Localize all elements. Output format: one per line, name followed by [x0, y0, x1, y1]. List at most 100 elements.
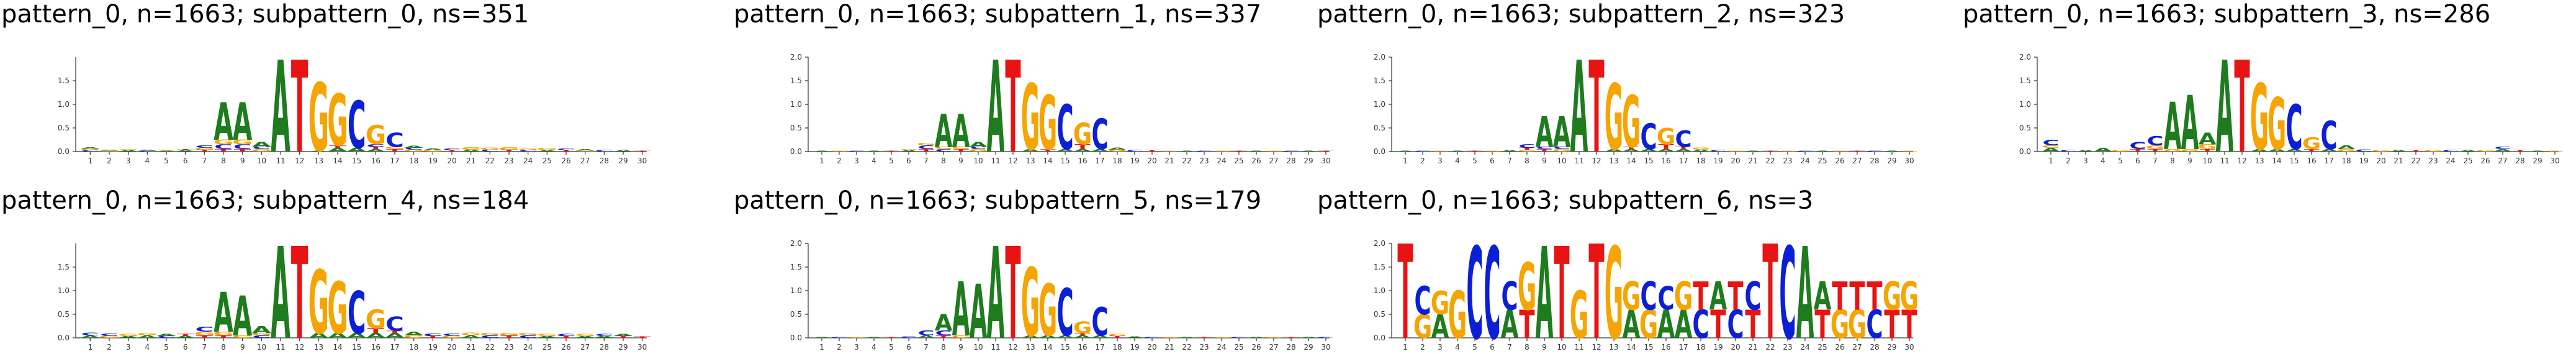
- x-tick-label: 2: [1420, 157, 1425, 165]
- logo-letter-T: T: [1658, 143, 1674, 151]
- logo-letter-T: T: [1536, 148, 1552, 152]
- logo-letter-A: A: [1074, 148, 1092, 152]
- y-tick-label: 0.5: [790, 124, 802, 132]
- x-tick-label: 14: [1043, 343, 1052, 352]
- x-tick-label: 3: [854, 157, 859, 165]
- logo-letter-T: T: [1727, 274, 1743, 319]
- x-tick-label: 5: [1472, 343, 1477, 352]
- logo-letter-G: G: [899, 149, 918, 150]
- x-tick-label: 11: [1574, 343, 1583, 352]
- logo-letter-C: C: [1056, 276, 1073, 351]
- logo-letter-G: G: [1038, 270, 1057, 353]
- x-tick-label: 29: [618, 343, 628, 352]
- x-tick-label: 24: [523, 343, 533, 352]
- logo-letter-A: A: [366, 332, 386, 339]
- logo-letter-T: T: [557, 335, 575, 338]
- x-tick-label: 5: [164, 157, 169, 165]
- logo-letter-G: G: [1108, 334, 1127, 337]
- logo-letter-T: T: [918, 148, 934, 152]
- logo-letter-G: G: [137, 332, 158, 336]
- logo-letter-A: A: [1657, 302, 1675, 348]
- logo-letter-G: G: [1413, 308, 1432, 346]
- logo-letter-C: C: [214, 143, 233, 151]
- logo-letter-C: C: [557, 148, 575, 151]
- logo-letter-A: A: [2251, 148, 2269, 152]
- logo-letter-T: T: [1588, 219, 1604, 354]
- x-tick-label: 5: [889, 343, 894, 352]
- x-tick-label: 7: [2153, 157, 2158, 165]
- x-tick-label: 7: [1507, 157, 1512, 165]
- logo-letter-A: A: [1248, 337, 1266, 338]
- x-tick-label: 7: [924, 343, 929, 352]
- logo-letter-G: G: [1883, 274, 1901, 319]
- x-tick-label: 4: [145, 157, 150, 165]
- x-tick-label: 27: [1852, 157, 1862, 165]
- logo-letter-G: G: [1264, 150, 1283, 152]
- logo-letter-G: G: [480, 147, 500, 150]
- x-tick-label: 8: [1524, 157, 1529, 165]
- logo-letter-A: A: [1300, 150, 1318, 152]
- logo-letter-C: C: [2129, 140, 2146, 152]
- logo-letter-A: A: [81, 335, 101, 338]
- x-tick-label: 19: [1713, 343, 1723, 352]
- logo-letter-C: C: [557, 334, 575, 337]
- x-tick-label: 11: [276, 343, 285, 352]
- x-tick-label: 19: [1130, 157, 1139, 165]
- y-tick-label: 1.0: [790, 100, 802, 109]
- x-tick-label: 29: [1887, 157, 1896, 165]
- x-tick-label: 7: [924, 157, 929, 165]
- logo-letter-G: G: [1622, 274, 1641, 319]
- x-tick-label: 10: [1557, 157, 1566, 165]
- logo-letter-A: A: [404, 145, 424, 148]
- x-tick-label: 16: [1078, 343, 1087, 352]
- y-tick-label: 2.0: [2019, 53, 2031, 61]
- logo-letter-A: A: [2077, 150, 2096, 152]
- x-tick-label: 8: [941, 157, 946, 165]
- x-tick-label: 22: [1765, 343, 1775, 352]
- logo-letter-T: T: [2512, 150, 2528, 152]
- logo-letter-C: C: [157, 335, 176, 338]
- x-tick-label: 23: [1783, 343, 1792, 352]
- x-tick-label: 19: [2359, 157, 2368, 165]
- logo-letter-A: A: [2286, 148, 2304, 152]
- logo-letter-T: T: [634, 336, 651, 338]
- x-tick-label: 4: [2101, 157, 2105, 165]
- logo-letter-G: G: [194, 331, 215, 337]
- logo-letter-A: A: [952, 104, 970, 158]
- logo-letter-G: G: [118, 149, 138, 150]
- logo-letter-C: C: [2442, 150, 2459, 152]
- x-tick-label: 29: [2533, 157, 2542, 165]
- logo-letter-G: G: [2111, 150, 2130, 152]
- logo-letter-G: G: [1021, 248, 1040, 354]
- logo-letter-C: C: [1657, 279, 1674, 317]
- logo-letter-A: A: [214, 281, 233, 345]
- logo-letter-C: C: [935, 148, 952, 152]
- x-tick-label: 26: [1251, 157, 1261, 165]
- logo-letter-C: C: [1779, 222, 1796, 354]
- logo-letter-A: A: [1675, 148, 1693, 152]
- x-tick-label: 2: [1420, 343, 1425, 352]
- x-tick-label: 2: [107, 157, 112, 165]
- logo-letter-C: C: [81, 150, 99, 152]
- y-tick-label: 2.0: [1374, 53, 1385, 61]
- y-tick-label: 1.0: [58, 100, 70, 109]
- logo-letter-A: A: [176, 150, 196, 152]
- logo-letter-T: T: [1832, 274, 1847, 319]
- logo-letter-A: A: [1109, 147, 1127, 150]
- x-tick-label: 27: [580, 343, 590, 352]
- logo-letter-G: G: [917, 143, 935, 147]
- logo-letter-C: C: [1196, 150, 1212, 152]
- logo-letter-C: C: [405, 147, 423, 150]
- x-tick-label: 14: [1626, 343, 1636, 352]
- x-tick-label: 10: [973, 157, 983, 165]
- x-tick-label: 18: [1112, 343, 1122, 352]
- logo-letter-A: A: [2216, 36, 2234, 182]
- x-tick-label: 26: [2480, 157, 2490, 165]
- x-tick-label: 16: [2307, 157, 2316, 165]
- logo-letter-A: A: [1039, 335, 1057, 338]
- x-tick-label: 20: [1147, 343, 1156, 352]
- logo-letter-A: A: [176, 335, 196, 338]
- logo-letter-A: A: [538, 150, 557, 152]
- logo-letter-C: C: [348, 88, 366, 163]
- x-tick-label: 26: [561, 343, 570, 352]
